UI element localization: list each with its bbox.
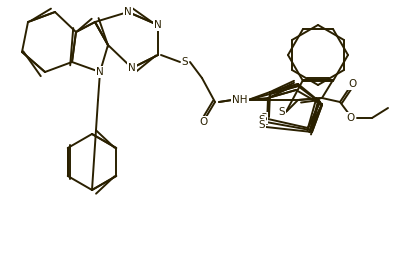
Text: NH: NH: [232, 95, 248, 105]
Text: N: N: [154, 20, 162, 30]
Text: NH: NH: [232, 95, 248, 105]
Text: N: N: [124, 7, 132, 17]
Text: S: S: [259, 115, 265, 125]
Text: N: N: [128, 63, 136, 73]
Text: S: S: [182, 57, 188, 67]
Text: S: S: [259, 120, 265, 130]
Text: O: O: [348, 79, 356, 89]
Text: S: S: [261, 113, 267, 123]
Text: O: O: [199, 117, 207, 127]
Text: N: N: [96, 67, 104, 77]
Text: S: S: [279, 107, 286, 117]
Text: O: O: [346, 113, 354, 123]
